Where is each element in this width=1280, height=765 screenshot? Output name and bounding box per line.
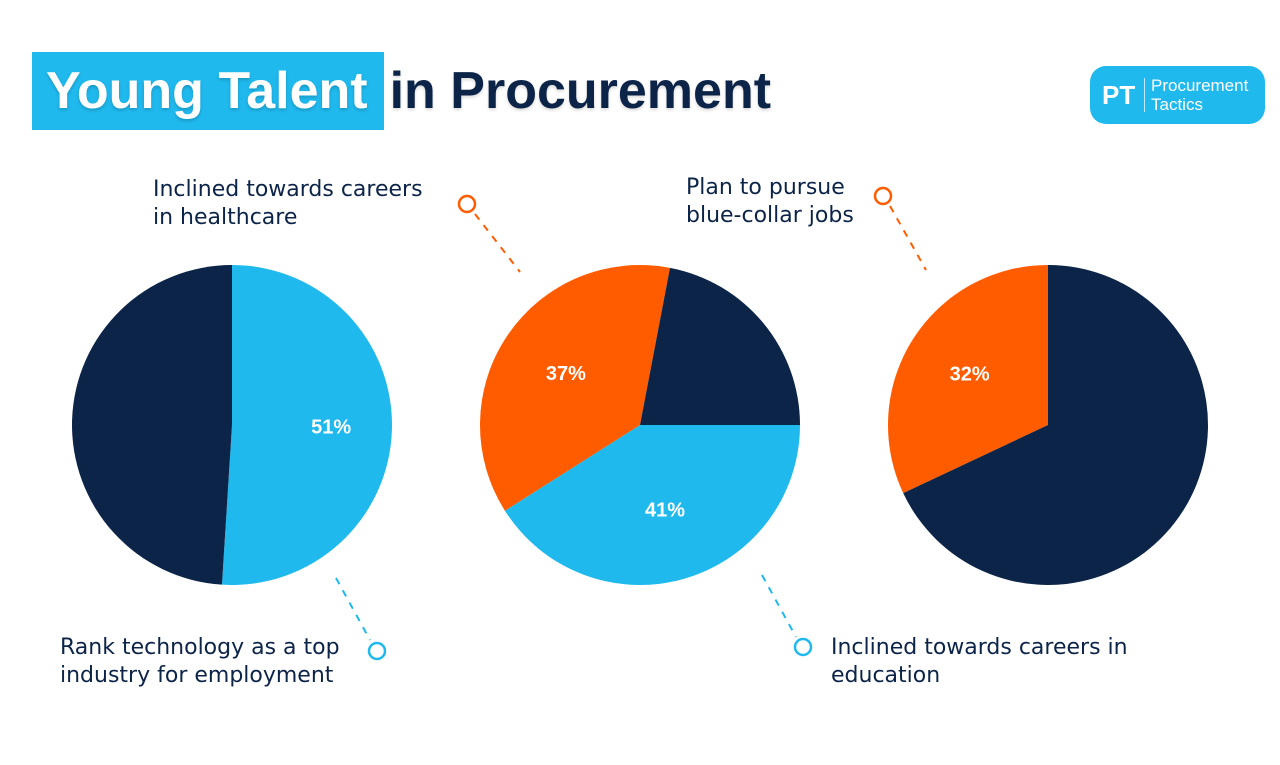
pie-2-slice-2 — [480, 265, 670, 511]
brand-logo: PT Procurement Tactics — [1090, 66, 1265, 124]
annotation-healthcare: Inclined towards careers in healthcare — [153, 176, 423, 232]
annotation-healthcare-line-1: Inclined towards careers — [153, 177, 423, 202]
logo-divider — [1144, 78, 1145, 112]
leader-dash-education — [761, 574, 797, 638]
pie-3-slice-2 — [903, 265, 1208, 585]
logo-line-2: Tactics — [1151, 95, 1203, 114]
leader-dash-technology — [335, 577, 371, 641]
leader-line-healthcare — [457, 194, 521, 273]
annotation-bluecollar-line-2: blue-collar jobs — [686, 203, 854, 228]
pie-2-slice-2-label: 37% — [546, 363, 586, 385]
leader-dot-education — [793, 637, 813, 657]
pie-1-slice-2 — [72, 265, 232, 585]
leader-line-technology — [335, 577, 387, 661]
annotation-technology: Rank technology as a top industry for em… — [60, 634, 340, 690]
title-rest: in Procurement — [389, 62, 772, 120]
leader-line-education — [761, 574, 813, 657]
leader-line-bluecollar — [873, 186, 927, 271]
pie-1-slice-1-label: 51% — [311, 416, 351, 438]
leader-dash-healthcare — [474, 213, 521, 273]
annotation-bluecollar-line-1: Plan to pursue — [686, 175, 845, 200]
title-highlight: Young Talent — [32, 52, 384, 130]
leader-dot-bluecollar — [873, 186, 893, 206]
annotation-education-line-2: education — [831, 663, 941, 688]
annotation-technology-line-1: Rank technology as a top — [60, 635, 340, 660]
annotation-education-line-1: Inclined towards careers in — [831, 635, 1128, 660]
pie-2-slice-1-label: 41% — [645, 499, 685, 521]
leader-dot-technology — [367, 641, 387, 661]
logo-text: Procurement Tactics — [1151, 76, 1248, 114]
pie-1-slice-1 — [221, 265, 393, 586]
leader-dot-healthcare — [457, 194, 477, 214]
pie-2-slice-3 — [640, 267, 800, 425]
annotation-bluecollar: Plan to pursue blue-collar jobs — [686, 174, 854, 230]
page-title: Young Talent in Procurement — [32, 52, 771, 130]
leader-dash-bluecollar — [889, 205, 927, 271]
pie-3-slice-1-label: 32% — [950, 364, 990, 386]
pie-3-slice-1 — [887, 265, 1048, 494]
annotation-technology-line-2: industry for employment — [60, 663, 334, 688]
logo-mark: PT — [1102, 79, 1136, 110]
logo-line-1: Procurement — [1151, 76, 1249, 95]
annotation-healthcare-line-2: in healthcare — [153, 205, 298, 230]
annotation-education: Inclined towards careers in education — [831, 634, 1128, 690]
pie-2-slice-1 — [504, 425, 800, 585]
pies-group: 51% 41% 37% 32% — [72, 265, 1208, 586]
